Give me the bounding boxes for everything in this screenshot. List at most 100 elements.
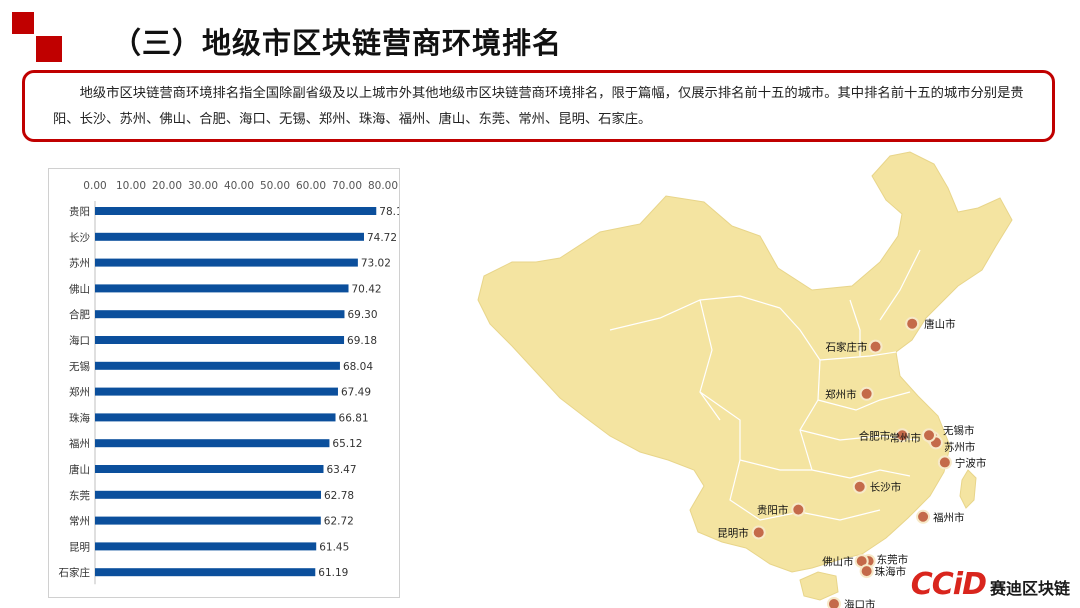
city-label: 唐山市 bbox=[924, 318, 956, 331]
city-label: 佛山市 bbox=[822, 555, 854, 568]
x-tick-label: 60.00 bbox=[296, 180, 326, 192]
value-label: 63.47 bbox=[326, 464, 356, 476]
description-text: 地级市区块链营商环境排名指全国除副省级及以上城市外其他地级市区块链营商环境排名，… bbox=[53, 86, 1024, 127]
city-label: 珠海市 bbox=[875, 565, 907, 578]
bar bbox=[95, 413, 336, 422]
city-label: 石家庄市 bbox=[826, 341, 868, 354]
china-map-land bbox=[477, 151, 1013, 601]
city-marker bbox=[905, 316, 920, 331]
value-label: 62.72 bbox=[324, 516, 354, 528]
category-label: 石家庄 bbox=[59, 566, 91, 579]
category-label: 唐山 bbox=[69, 463, 90, 476]
value-label: 61.45 bbox=[319, 541, 349, 553]
bar bbox=[95, 568, 316, 577]
x-tick-label: 80.00 bbox=[368, 180, 398, 192]
corner-square-large bbox=[36, 36, 62, 62]
province-border-line bbox=[849, 299, 861, 356]
city-marker bbox=[859, 386, 874, 401]
category-label: 苏州 bbox=[69, 257, 90, 270]
value-label: 73.02 bbox=[361, 258, 391, 270]
bar bbox=[95, 387, 338, 396]
province-border-line bbox=[811, 469, 911, 479]
x-tick-label: 70.00 bbox=[332, 180, 362, 192]
province-border-line bbox=[699, 391, 741, 460]
city-label: 长沙市 bbox=[870, 481, 902, 494]
hainan-island bbox=[799, 571, 839, 601]
bar bbox=[95, 284, 349, 293]
city-label: 无锡市 bbox=[943, 424, 975, 437]
bar bbox=[95, 361, 340, 370]
value-label: 68.04 bbox=[343, 361, 373, 373]
x-tick-label: 30.00 bbox=[188, 180, 218, 192]
bar bbox=[95, 232, 364, 241]
city-marker bbox=[859, 564, 874, 579]
city-marker bbox=[826, 597, 841, 608]
city-label: 福州市 bbox=[933, 511, 965, 524]
taiwan-island bbox=[959, 469, 977, 509]
category-label: 佛山 bbox=[69, 282, 90, 295]
value-label: 70.42 bbox=[352, 283, 382, 295]
x-tick-label: 0.00 bbox=[83, 180, 106, 192]
province-border-line bbox=[817, 391, 911, 411]
bar bbox=[95, 490, 322, 499]
bar bbox=[95, 336, 345, 344]
city-marker bbox=[916, 509, 931, 524]
ccid-logo: CCiD 赛迪区块链 bbox=[911, 567, 1070, 602]
category-label: 无锡 bbox=[69, 360, 90, 373]
bar bbox=[95, 207, 377, 215]
city-label: 苏州市 bbox=[944, 440, 976, 453]
category-label: 昆明 bbox=[69, 541, 90, 553]
city-label: 昆明市 bbox=[717, 527, 749, 540]
category-label: 珠海 bbox=[69, 411, 90, 424]
city-marker bbox=[751, 525, 766, 540]
city-label: 常州市 bbox=[890, 431, 922, 444]
bar bbox=[95, 258, 358, 267]
value-label: 67.49 bbox=[341, 387, 371, 399]
x-tick-label: 50.00 bbox=[260, 180, 290, 192]
category-label: 郑州 bbox=[69, 386, 90, 399]
bar-chart-panel: 0.00 10.00 20.00 30.00 40.00 50.00 60.00 70.00 8… bbox=[48, 168, 400, 598]
description-box: 地级市区块链营商环境排名指全国除副省级及以上城市外其他地级市区块链营商环境排名，… bbox=[22, 70, 1055, 142]
category-label: 福州 bbox=[69, 437, 90, 450]
bar bbox=[95, 516, 321, 525]
province-borders bbox=[609, 249, 921, 521]
city-label: 东莞市 bbox=[877, 553, 909, 566]
category-label: 合肥 bbox=[69, 308, 90, 321]
value-label: 65.12 bbox=[332, 438, 362, 450]
value-label: 78.13 bbox=[379, 206, 399, 218]
x-tick-label: 40.00 bbox=[224, 180, 254, 192]
value-label: 69.18 bbox=[347, 335, 377, 347]
city-marker bbox=[937, 455, 952, 470]
city-label: 合肥市 bbox=[859, 429, 891, 442]
logo-text: 赛迪区块链 bbox=[989, 579, 1070, 598]
city-label: 宁波市 bbox=[955, 456, 987, 469]
city-marker bbox=[791, 502, 806, 517]
category-label: 海口 bbox=[69, 334, 90, 347]
province-border-line bbox=[699, 299, 721, 421]
category-label: 东莞 bbox=[69, 489, 90, 502]
category-label: 长沙 bbox=[69, 232, 90, 244]
city-marker bbox=[861, 554, 876, 569]
city-marker bbox=[925, 431, 940, 446]
x-tick-label: 10.00 bbox=[116, 180, 146, 192]
province-border-line bbox=[609, 295, 781, 331]
bar bbox=[95, 310, 345, 319]
city-label: 贵阳市 bbox=[757, 504, 789, 517]
city-marker bbox=[928, 435, 943, 450]
bar bbox=[95, 542, 317, 551]
city-marker bbox=[922, 428, 937, 443]
value-label: 61.19 bbox=[318, 567, 348, 579]
province-border-line bbox=[779, 307, 821, 471]
city-marker bbox=[895, 428, 910, 443]
bar-chart: 0.00 10.00 20.00 30.00 40.00 50.00 60.00 70.00 8… bbox=[59, 180, 399, 585]
city-marker bbox=[854, 554, 869, 569]
corner-square-small bbox=[12, 12, 34, 34]
province-border-line bbox=[729, 459, 881, 521]
china-mainland-shape bbox=[477, 151, 1013, 573]
value-label: 66.81 bbox=[339, 412, 369, 424]
province-border-line bbox=[819, 351, 897, 361]
province-border-line bbox=[879, 249, 921, 321]
province-border-line bbox=[739, 459, 812, 471]
value-label: 69.30 bbox=[347, 309, 377, 321]
